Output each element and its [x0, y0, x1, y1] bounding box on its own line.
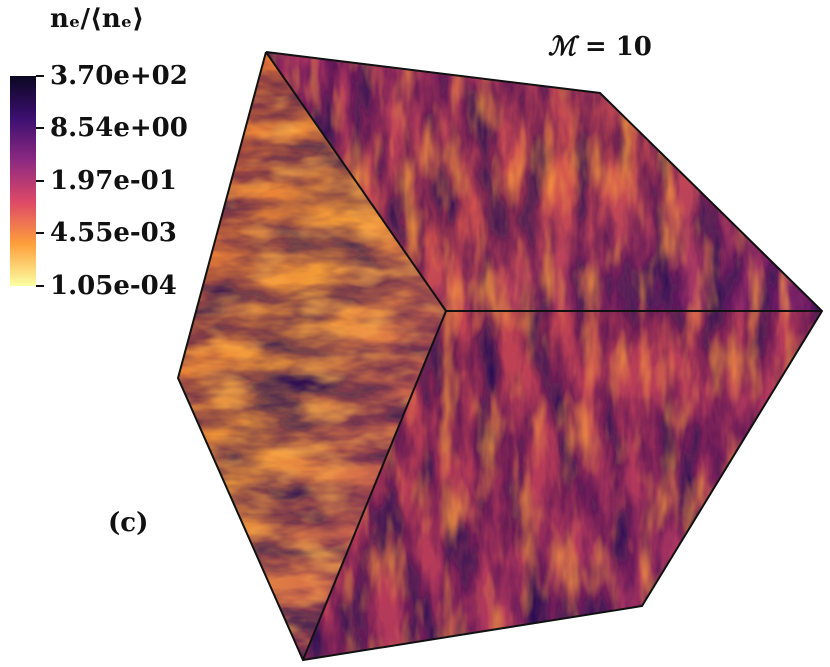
colorbar-title: nₑ/⟨nₑ⟩ [50, 4, 145, 34]
mach-value: = 10 [575, 32, 652, 62]
mach-number-label: ℳ = 10 [548, 32, 652, 62]
cube-edges [176, 51, 824, 662]
colorbar-label: 8.54e+00 [50, 113, 188, 143]
colorbar-gradient [10, 76, 36, 286]
colorbar-label: 4.55e-03 [50, 218, 177, 248]
colorbar-label-max: 3.70e+02 [50, 61, 188, 91]
colorbar-tick [36, 75, 44, 77]
panel-label: (c) [108, 508, 149, 538]
colorbar-tick [36, 232, 44, 234]
colorbar-label-min: 1.05e-04 [50, 271, 177, 301]
colorbar-tick [36, 180, 44, 182]
colorbar-tick [36, 285, 44, 287]
colorbar-label: 1.97e-01 [50, 166, 177, 196]
mach-symbol: ℳ [548, 32, 576, 62]
colorbar-tick [36, 127, 44, 129]
